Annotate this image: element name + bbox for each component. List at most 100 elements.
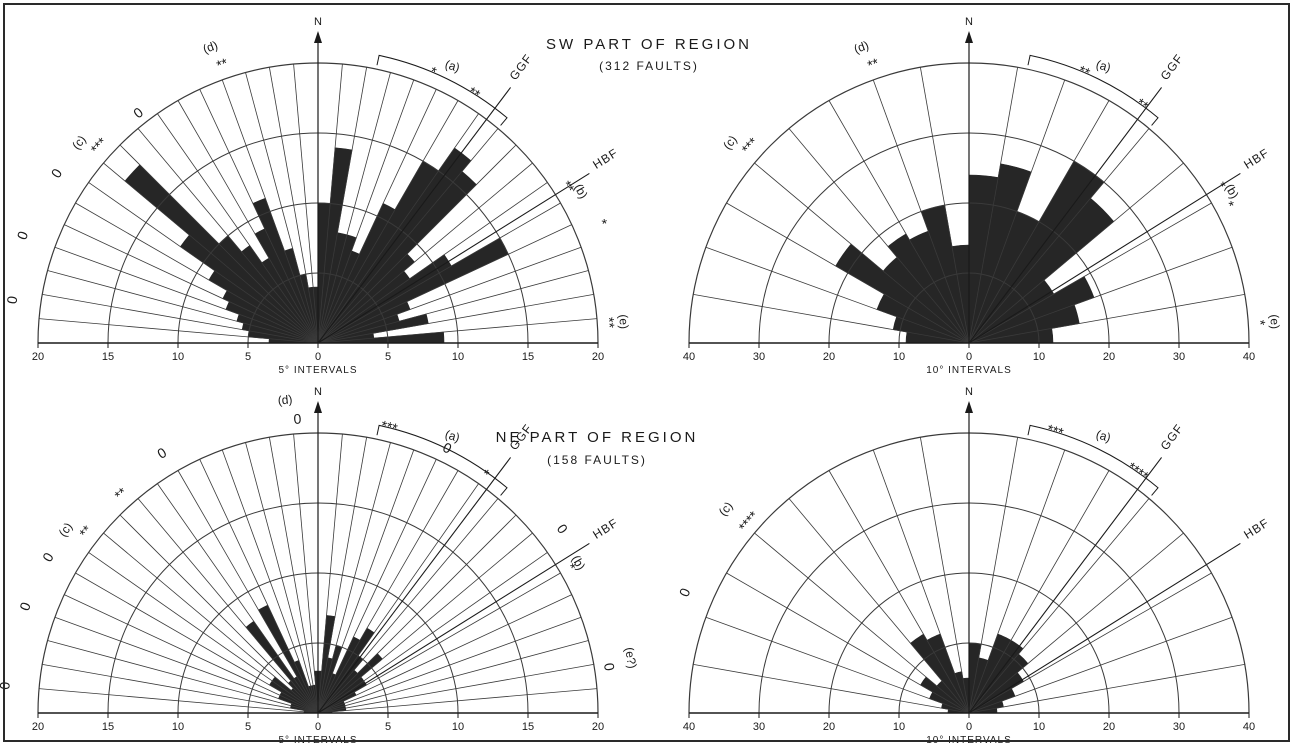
ne5-tick-label: 5 bbox=[385, 721, 391, 733]
sw5-frequency-marker: ** bbox=[465, 83, 483, 103]
sw10-frequency-marker: ** bbox=[1076, 62, 1093, 81]
sw5-frequency-marker: 0 bbox=[48, 165, 66, 180]
sw-title: SW PART OF REGION bbox=[546, 36, 752, 53]
sw10-tick-label: 40 bbox=[683, 351, 695, 363]
ne10-rose-diagram: 40 30 20 10 0 10 20 30 40 10° INTERVALS N GGF HBF (a)… bbox=[676, 386, 1272, 746]
ne10-frequency-marker: **** bbox=[1125, 459, 1152, 485]
ne5-group-label: (c) bbox=[56, 520, 76, 540]
sw5-frequency-marker: ** bbox=[214, 55, 230, 74]
ne10-frequency-marker: *** bbox=[1045, 421, 1066, 441]
ne5-tick-label: 0 bbox=[315, 721, 321, 733]
sw5-fault-label-ggf: GGF bbox=[507, 51, 536, 83]
ne10-tick-label: 10 bbox=[1033, 721, 1045, 733]
sw-subtitle: (312 FAULTS) bbox=[599, 59, 699, 73]
sw5-fault-label-hbf: HBF bbox=[590, 146, 620, 172]
ne10-tick-label: 30 bbox=[1173, 721, 1185, 733]
ne10-frequency-marker: **** bbox=[735, 507, 762, 534]
ne5-frequency-marker: ** bbox=[111, 484, 130, 504]
ne5-tick-label: 20 bbox=[32, 721, 44, 733]
ne5-frequency-marker: 0 bbox=[601, 662, 618, 672]
sw10-bracket-label: (a) bbox=[1094, 57, 1112, 75]
sw10-tick-label: 10 bbox=[1033, 351, 1045, 363]
sw5-tick-label: 10 bbox=[452, 351, 464, 363]
sw10-tick-label: 20 bbox=[1103, 351, 1115, 363]
sw10-group-label: (d) bbox=[852, 38, 871, 56]
sw5-fault-line-ggf bbox=[317, 87, 512, 344]
sw10-fault-line-ggf bbox=[968, 87, 1163, 344]
ne-title: NE PART OF REGION bbox=[496, 429, 699, 446]
sw5-tick-label: 15 bbox=[102, 351, 114, 363]
sw10-rose-diagram: 40 30 20 10 0 10 20 30 40 10° INTERVALS N GGF HBF (a)… bbox=[683, 16, 1282, 376]
sw5-north-label: N bbox=[314, 16, 322, 28]
sw5-frequency-marker: 0 bbox=[14, 229, 32, 242]
ne5-frequency-marker: 0 bbox=[440, 439, 454, 457]
ne10-north-label: N bbox=[965, 386, 973, 398]
ne10-tick-label: 30 bbox=[753, 721, 765, 733]
ne5-group-label: (b) bbox=[569, 553, 588, 573]
ne5-group-label: (d) bbox=[277, 392, 293, 407]
sw5-frequency-marker: 0 bbox=[130, 104, 146, 122]
sw5-xlabel: 5° INTERVALS bbox=[279, 365, 358, 376]
sw10-bracket-a bbox=[1027, 54, 1159, 126]
sw5-tick-label: 20 bbox=[32, 351, 44, 363]
sw10-xlabel: 10° INTERVALS bbox=[926, 365, 1012, 376]
sw5-group-label: (b) bbox=[571, 181, 590, 201]
sw10-group-label: (c) bbox=[720, 133, 740, 153]
ne10-fault-line-ggf bbox=[968, 457, 1163, 714]
ne10-tick-label: 40 bbox=[1243, 721, 1255, 733]
sw10-fault-label-ggf: GGF bbox=[1158, 51, 1187, 83]
sw10-fault-label-hbf: HBF bbox=[1241, 146, 1271, 172]
sw5-north-arrowhead bbox=[314, 31, 322, 43]
ne10-tick-label: 20 bbox=[1103, 721, 1115, 733]
sw5-group-label: (c) bbox=[69, 133, 89, 153]
ne5-tick-label: 20 bbox=[592, 721, 604, 733]
sw5-frequency-marker: *** bbox=[87, 134, 110, 157]
ne10-tick-label: 0 bbox=[966, 721, 972, 733]
ne10-fault-label-ggf: GGF bbox=[1158, 421, 1187, 453]
sw10-group-label: (e) bbox=[1267, 314, 1282, 330]
sw10-north-label: N bbox=[965, 16, 973, 28]
sw10-frequency-marker: ** bbox=[865, 55, 881, 74]
sw5-frequency-marker: ** bbox=[601, 317, 618, 330]
sw5-tick-label: 15 bbox=[522, 351, 534, 363]
sw10-frequency-marker: * bbox=[1252, 319, 1268, 326]
sw5-tick-label: 10 bbox=[172, 351, 184, 363]
sw10-fault-line-hbf bbox=[968, 172, 1241, 344]
sw5-tick-label: 5 bbox=[385, 351, 391, 363]
ne5-fault-label-hbf: HBF bbox=[590, 516, 620, 542]
sw10-tick-label: 0 bbox=[966, 351, 972, 363]
ne5-xlabel: 5° INTERVALS bbox=[279, 735, 358, 746]
ne5-north-label: N bbox=[314, 386, 322, 398]
sw10-group-label: (b) bbox=[1222, 181, 1241, 201]
ne5-tick-label: 15 bbox=[522, 721, 534, 733]
ne5-frequency-marker: 0 bbox=[293, 410, 302, 427]
ne5-tick-label: 10 bbox=[172, 721, 184, 733]
sw5-frequency-marker: * bbox=[594, 217, 611, 229]
sw10-tick-label: 20 bbox=[823, 351, 835, 363]
ne-subtitle: (158 FAULTS) bbox=[547, 453, 647, 467]
sw5-bracket-a bbox=[376, 54, 508, 126]
ne5-frequency-marker: 0 bbox=[39, 550, 57, 565]
ne10-bracket-a bbox=[1027, 424, 1159, 496]
ne10-tick-label: 40 bbox=[683, 721, 695, 733]
ne5-frequency-marker: 0 bbox=[554, 521, 572, 537]
sw10-tick-label: 30 bbox=[753, 351, 765, 363]
ne10-xlabel: 10° INTERVALS bbox=[926, 735, 1012, 746]
ne10-tick-label: 10 bbox=[893, 721, 905, 733]
ne5-bracket-label: (a) bbox=[443, 427, 461, 445]
sw10-tick-label: 30 bbox=[1173, 351, 1185, 363]
sw10-frequency-marker: *** bbox=[738, 134, 761, 157]
sw5-tick-label: 5 bbox=[245, 351, 251, 363]
ne5-frequency-marker: 0 bbox=[0, 681, 13, 690]
ne10-fault-label-hbf: HBF bbox=[1241, 516, 1271, 542]
sw10-tick-label: 10 bbox=[893, 351, 905, 363]
sw5-group-label: (d) bbox=[201, 38, 220, 56]
ne10-bracket-label: (a) bbox=[1094, 427, 1112, 445]
ne5-fault-line-hbf bbox=[317, 542, 590, 714]
ne5-north-arrowhead bbox=[314, 401, 322, 413]
sw5-rose-diagram: 20 15 10 5 0 5 10 15 20 5° INTERVALS N GGF HBF (a) (c)… bbox=[4, 16, 632, 376]
sw10-frequency-marker: * bbox=[1221, 198, 1238, 211]
ne10-north-arrowhead bbox=[965, 401, 973, 413]
